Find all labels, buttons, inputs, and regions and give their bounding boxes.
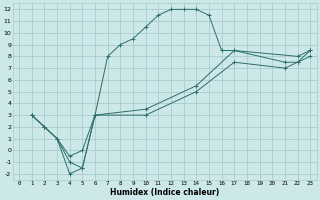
- X-axis label: Humidex (Indice chaleur): Humidex (Indice chaleur): [110, 188, 219, 197]
